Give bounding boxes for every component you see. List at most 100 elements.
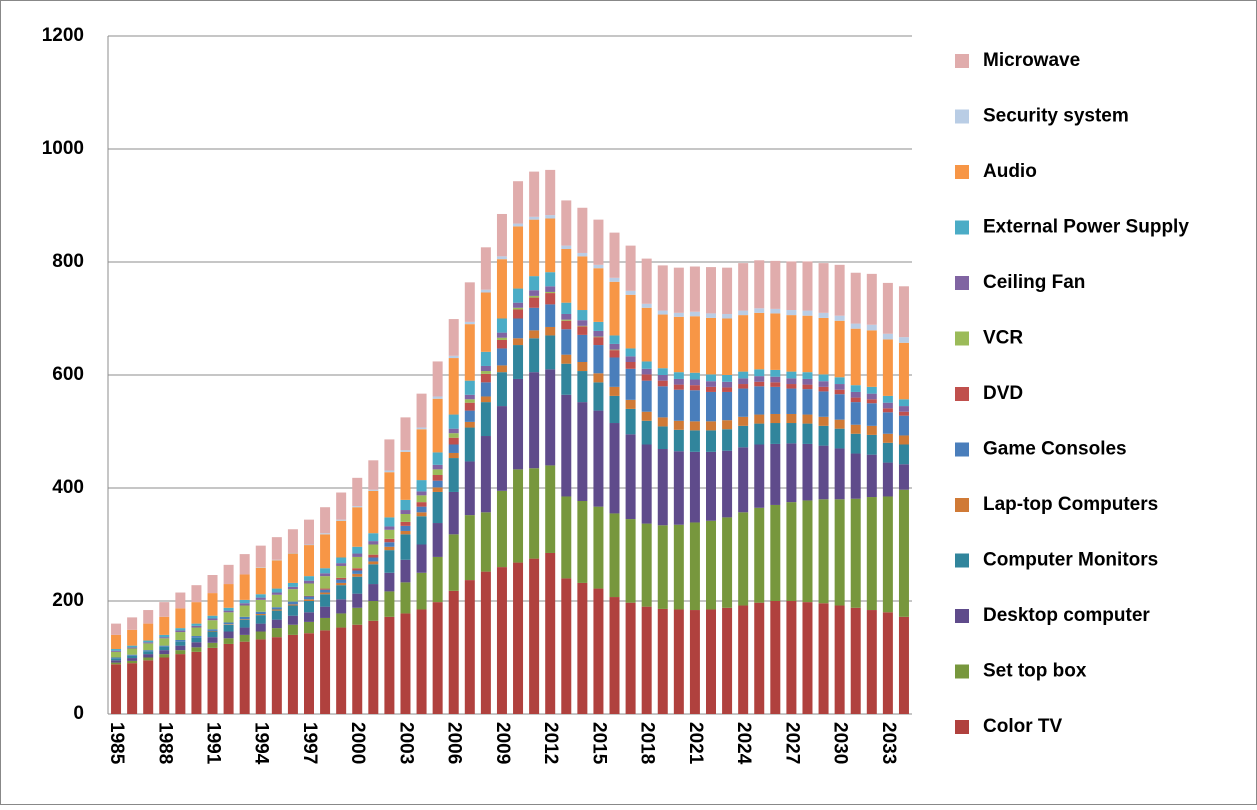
bar-segment (448, 319, 459, 356)
bar-segment (496, 365, 507, 373)
bar-segment (529, 219, 540, 277)
bar-segment (384, 546, 395, 551)
legend-swatch (955, 498, 969, 512)
bar-segment (738, 315, 749, 372)
bar-segment (802, 310, 813, 316)
bar-segment (336, 520, 347, 558)
x-tick-label: 1985 (106, 722, 127, 765)
x-tick-label: 2015 (588, 722, 609, 765)
bar-segment (239, 619, 250, 628)
bar-segment (336, 577, 347, 580)
bar-segment (577, 310, 588, 321)
bar-segment (577, 256, 588, 311)
bar-segment (673, 312, 684, 317)
bar-segment (882, 282, 893, 334)
bar-segment (818, 386, 829, 392)
bar-segment (834, 389, 845, 395)
x-tick-label: 2018 (637, 722, 658, 764)
bar-segment (513, 226, 524, 289)
bar-segment (384, 470, 395, 473)
bar-segment (384, 529, 395, 539)
bar-segment (159, 616, 170, 635)
bar-segment (818, 416, 829, 426)
y-tick-label: 1200 (42, 25, 84, 46)
bar-segment (513, 302, 524, 308)
bar-segment (673, 316, 684, 373)
bar-segment (400, 499, 411, 511)
bar-segment (127, 663, 138, 714)
bar-segment (722, 429, 733, 451)
bar-segment (689, 316, 700, 373)
bar-segment (496, 318, 507, 333)
bar-segment (577, 320, 588, 326)
x-tick-label: 2006 (444, 722, 465, 764)
bar-segment (336, 627, 347, 714)
bar-segment (625, 408, 636, 435)
bar-segment (818, 312, 829, 318)
bar-segment (754, 381, 765, 387)
bar-segment (866, 425, 877, 435)
bar-segment (770, 413, 781, 424)
bar-segment (722, 420, 733, 430)
bar-segment (625, 519, 636, 603)
bar-segment (400, 450, 411, 452)
bar-segment (882, 408, 893, 413)
bar-segment (464, 380, 475, 395)
bar-segment (464, 421, 475, 428)
bar-segment (593, 336, 604, 338)
bar-segment (593, 373, 604, 383)
bar-segment (175, 654, 186, 714)
bar-segment (432, 475, 443, 481)
bar-segment (529, 468, 540, 559)
bar-segment (802, 378, 813, 385)
bar-segment (561, 354, 572, 364)
bar-segment (818, 499, 829, 604)
bar-segment (336, 519, 347, 521)
bar-segment (287, 529, 298, 553)
bar-segment (239, 605, 250, 617)
bar-segment (738, 447, 749, 513)
bar-segment (866, 399, 877, 404)
bar-segment (657, 265, 668, 311)
bar-segment (207, 647, 218, 714)
bar-segment (255, 639, 266, 714)
bar-segment (432, 396, 443, 399)
bar-segment (416, 609, 427, 714)
bar-segment (786, 261, 797, 311)
bar-segment (271, 594, 282, 608)
bar-segment (223, 607, 234, 611)
bar-segment (802, 423, 813, 444)
bar-segment (722, 381, 733, 388)
bar-segment (609, 335, 620, 344)
bar-segment (223, 638, 234, 644)
legend-swatch (955, 165, 969, 179)
bar-segment (577, 252, 588, 257)
bar-segment (207, 630, 218, 632)
bar-segment (641, 606, 652, 714)
bar-segment (448, 414, 459, 429)
bar-segment (641, 303, 652, 308)
bar-segment (448, 355, 459, 359)
bar-segment (689, 610, 700, 714)
bar-segment (689, 421, 700, 431)
bar-segment (850, 453, 861, 499)
bar-segment (722, 391, 733, 421)
bar-segment (754, 423, 765, 445)
bar-segment (480, 365, 491, 372)
bar-segment (384, 439, 395, 471)
bar-segment (271, 537, 282, 560)
bar-segment (898, 616, 909, 714)
legend-swatch (955, 720, 969, 734)
bar-segment (320, 630, 331, 714)
x-tick-label: 2021 (685, 722, 706, 765)
bar-segment (850, 607, 861, 714)
bar-segment (159, 654, 170, 658)
bar-segment (480, 512, 491, 572)
bar-segment (175, 628, 186, 631)
bar-segment (159, 657, 170, 714)
bar-segment (336, 585, 347, 600)
bar-segment (416, 502, 427, 507)
bar-segment (352, 593, 363, 608)
bar-segment (271, 607, 282, 610)
bar-segment (239, 634, 250, 642)
